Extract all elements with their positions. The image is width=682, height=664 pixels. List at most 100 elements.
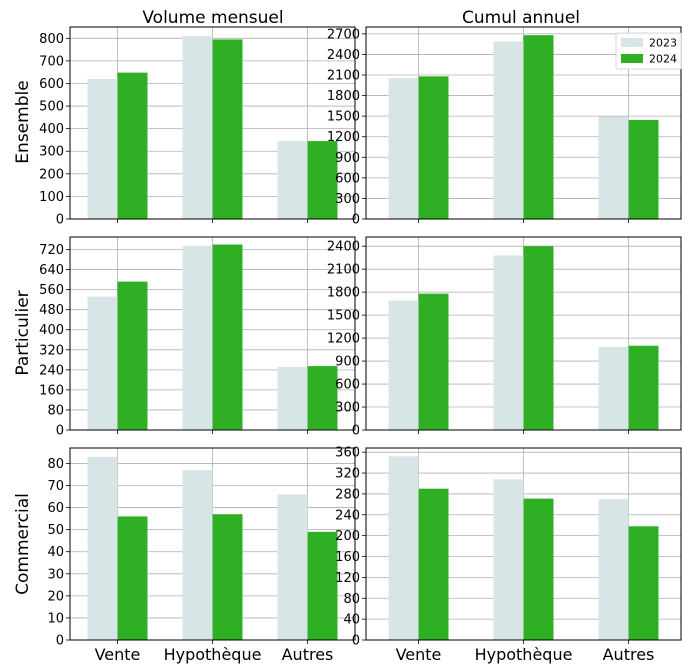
row-titles: Ensemble Particulier Commercial (13, 80, 33, 595)
x-tick-label: Hypothèque (475, 645, 573, 664)
y-tick-label: 2400 (327, 48, 360, 63)
y-tick-label: 320 (39, 343, 64, 358)
y-tick-label: 600 (335, 378, 360, 393)
bar-autres-2024 (628, 526, 659, 640)
y-tick-label: 360 (335, 446, 360, 461)
bar-vente-2023 (388, 300, 419, 430)
y-tick-label: 0 (352, 424, 360, 439)
y-tick-label: 1800 (327, 89, 360, 104)
panel-commercial-volume-mensuel: 0 10 20 30 40 50 60 70 80 Vente Hypothèque Autres (47, 447, 356, 664)
y-tick-label: 20 (47, 589, 64, 604)
bar-autres-2023 (598, 499, 629, 640)
bar-hypotheque-2024 (523, 35, 554, 219)
bar-autres-2023 (277, 141, 308, 219)
y-tick-label: 10 (47, 611, 64, 626)
y-tick-label: 2400 (327, 240, 360, 255)
y-tick-label: 50 (47, 523, 64, 538)
y-tick-label: 600 (335, 171, 360, 186)
bar-vente-2023 (87, 456, 118, 640)
y-tick-label: 40 (343, 613, 360, 628)
y-tick-label: 1500 (327, 309, 360, 324)
bar-hypotheque-2023 (182, 245, 213, 430)
y-tick-label: 560 (39, 283, 64, 298)
bar-hypotheque-2023 (493, 41, 524, 220)
y-tick-label: 80 (343, 592, 360, 607)
bar-hypotheque-2024 (523, 498, 554, 640)
bar-hypotheque-2024 (212, 244, 243, 430)
y-tick-label: 900 (335, 151, 360, 166)
y-tick-label: 1500 (327, 110, 360, 125)
y-tick-label: 2100 (327, 69, 360, 84)
y-tick-label: 60 (47, 501, 64, 516)
panel-commercial-cumul-annuel: 0 40 80 120 160 200 240 280 320 360 Vente Hypothèqu… (335, 446, 682, 664)
bar-hypotheque-2023 (493, 255, 524, 430)
chart-panels: 0100200300400500600700800030060090012001… (39, 26, 682, 664)
y-tick-label: 1200 (327, 332, 360, 347)
y-tick-label: 480 (39, 303, 64, 318)
legend-label-2023: 2023 (649, 37, 677, 50)
x-tick-label: Hypothèque (164, 645, 262, 664)
bar-hypotheque-2024 (523, 246, 554, 430)
y-tick-label: 30 (47, 567, 64, 582)
bar-autres-2023 (598, 116, 629, 219)
y-tick-label: 300 (39, 145, 64, 160)
y-tick-label: 400 (39, 323, 64, 338)
y-tick-label: 0 (56, 213, 64, 228)
bar-autres-2024 (307, 366, 338, 430)
y-tick-label: 80 (47, 457, 64, 472)
bar-autres-2023 (598, 346, 629, 430)
bar-autres-2024 (307, 531, 338, 640)
bar-hypotheque-2024 (212, 39, 243, 220)
y-tick-label: 800 (39, 32, 64, 47)
y-tick-label: 0 (352, 634, 360, 649)
bar-vente-2024 (418, 488, 449, 640)
y-tick-label: 1200 (327, 130, 360, 145)
bar-vente-2023 (388, 456, 419, 640)
y-tick-label: 0 (56, 634, 64, 649)
bar-hypotheque-2024 (212, 514, 243, 640)
x-tick-label: Autres (603, 645, 655, 664)
bar-hypotheque-2023 (182, 36, 213, 219)
y-tick-label: 160 (39, 383, 64, 398)
y-tick-label: 240 (335, 508, 360, 523)
bar-vente-2024 (117, 516, 148, 640)
bar-vente-2024 (418, 76, 449, 219)
row-title-commercial: Commercial (13, 493, 33, 595)
legend-label-2024: 2024 (649, 53, 677, 66)
panel-particulier-cumul-annuel: 0 300 600 900 1200 1500 1800 2100 2400 (327, 236, 682, 439)
y-tick-label: 70 (47, 479, 64, 494)
column-title-volume-mensuel: Volume mensuel (142, 8, 283, 28)
y-tick-label: 280 (335, 487, 360, 502)
y-tick-label: 2100 (327, 263, 360, 278)
bar-autres-2024 (628, 345, 659, 430)
x-tick-label: Autres (282, 645, 334, 664)
y-tick-label: 0 (352, 213, 360, 228)
bar-hypotheque-2023 (493, 479, 524, 640)
y-tick-label: 700 (39, 54, 64, 69)
y-tick-label: 200 (39, 167, 64, 182)
bar-vente-2023 (87, 78, 118, 219)
y-tick-label: 1800 (327, 286, 360, 301)
y-tick-label: 160 (335, 550, 360, 565)
legend-swatch-2023 (621, 38, 643, 47)
bar-hypotheque-2023 (182, 470, 213, 640)
bar-vente-2023 (388, 78, 419, 219)
panel-ensemble-cumul-annuel: 0 300 600 900 1200 1500 1800 2100 2400 2700 (327, 26, 682, 228)
y-tick-label: 200 (335, 529, 360, 544)
legend: 2023 2024 (615, 32, 682, 70)
bar-vente-2023 (87, 296, 118, 430)
y-tick-label: 600 (39, 77, 64, 92)
panel-ensemble-volume-mensuel: 0 100 200 300 400 500 600 700 800 (39, 26, 356, 228)
bar-autres-2024 (628, 119, 659, 219)
bar-autres-2023 (277, 366, 308, 430)
y-tick-label: 720 (39, 243, 64, 258)
bar-vente-2024 (117, 281, 148, 430)
x-tick-label: Vente (95, 645, 141, 664)
column-titles: Volume mensuel Cumul annuel (142, 8, 580, 28)
row-title-particulier: Particulier (13, 290, 33, 375)
y-tick-label: 640 (39, 263, 64, 278)
y-tick-label: 300 (335, 401, 360, 416)
row-title-ensemble: Ensemble (13, 80, 33, 163)
x-tick-label: Vente (396, 645, 442, 664)
